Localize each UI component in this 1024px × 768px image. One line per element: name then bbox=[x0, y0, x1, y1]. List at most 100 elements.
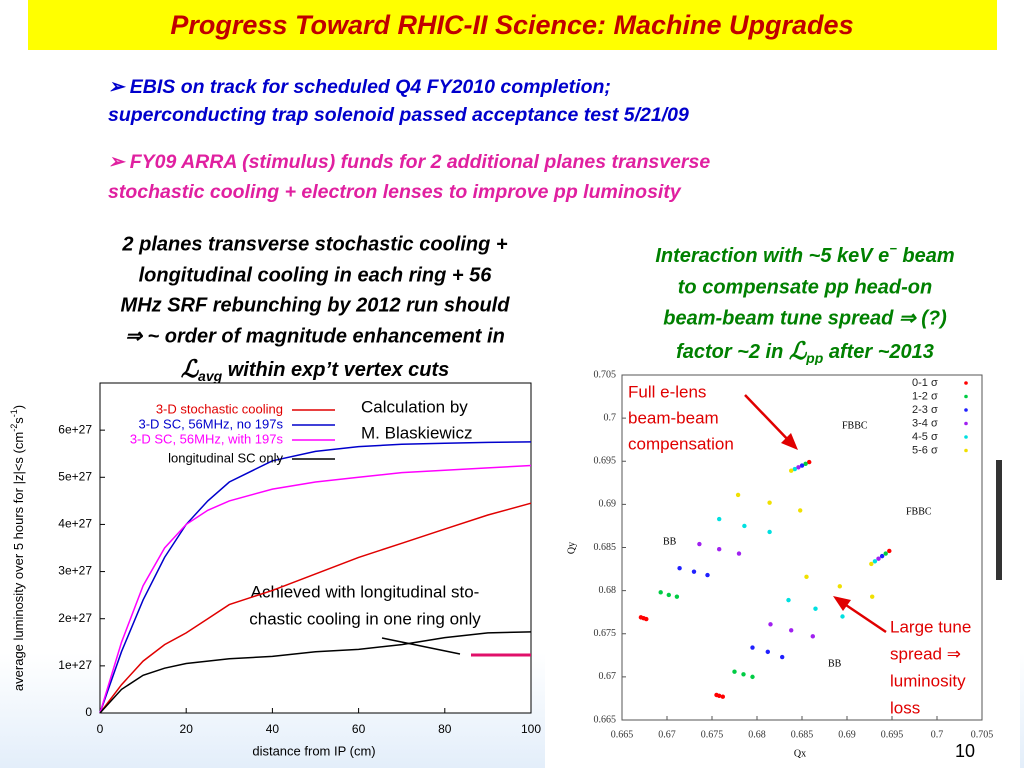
left-plot-area bbox=[99, 382, 532, 714]
slide-title: Progress Toward RHIC-II Science: Machine… bbox=[170, 10, 853, 40]
legend-label: 3-D stochastic cooling bbox=[156, 401, 283, 416]
bullet-line: ➢ FY09 ARRA (stimulus) funds for 2 addit… bbox=[108, 151, 710, 173]
annotation: spread ⇒ bbox=[890, 644, 961, 663]
y-tick-label: 3e+27 bbox=[58, 564, 92, 578]
point bbox=[736, 551, 742, 556]
x-tick-label: 0.675 bbox=[701, 729, 724, 740]
x-tick-label: 0.705 bbox=[971, 729, 994, 740]
point bbox=[803, 461, 808, 467]
y-tick-label: 2e+27 bbox=[58, 611, 92, 625]
point bbox=[883, 551, 888, 556]
x-tick-label: 0.695 bbox=[881, 729, 904, 740]
bullet-text: FY09 ARRA (stimulus) funds for 2 additio… bbox=[130, 151, 711, 173]
point bbox=[789, 468, 794, 473]
legend-label: longitudinal SC only bbox=[168, 450, 283, 465]
y-tick-label: 6e+27 bbox=[58, 422, 92, 436]
point bbox=[780, 654, 785, 660]
legend-swatch bbox=[964, 394, 968, 399]
point bbox=[869, 561, 874, 567]
y-tick-label: 0.68 bbox=[599, 585, 617, 596]
text: s bbox=[11, 417, 26, 424]
annotation: Large tune bbox=[890, 617, 971, 636]
legend-swatch bbox=[964, 448, 968, 453]
y-tick-label: 0.67 bbox=[599, 671, 617, 682]
arrow bbox=[381, 637, 461, 655]
point bbox=[741, 672, 746, 677]
superscript: -1 bbox=[9, 409, 19, 417]
arrow bbox=[744, 394, 793, 445]
legend-swatch bbox=[964, 408, 968, 412]
annotation-backdrop bbox=[205, 578, 525, 634]
right-text-line: beam-beam tune spread ⇒ (?) bbox=[663, 307, 947, 329]
point bbox=[879, 553, 885, 559]
annotation: Full e-lens bbox=[628, 382, 706, 401]
left-text-line: MHz SRF rebunching by 2012 run should bbox=[121, 294, 511, 316]
lumi-symbol: ℒ bbox=[789, 339, 808, 365]
point bbox=[750, 645, 755, 650]
text: factor ~2 in bbox=[676, 341, 789, 363]
point bbox=[717, 516, 722, 522]
annotation: compensation bbox=[628, 434, 734, 453]
x-tick-label: 0.69 bbox=[838, 729, 856, 740]
point bbox=[870, 594, 875, 599]
y-tick-label: 0.685 bbox=[594, 542, 617, 553]
left-text-line: ℒavg within exp’t vertex cuts bbox=[181, 357, 450, 384]
legend-label: 4-5 σ bbox=[912, 431, 938, 443]
annotation: Calculation by bbox=[361, 397, 468, 416]
point bbox=[813, 606, 818, 611]
point bbox=[750, 674, 755, 680]
point bbox=[799, 463, 805, 468]
point bbox=[644, 616, 649, 622]
series-line bbox=[99, 631, 532, 714]
frame-edge bbox=[996, 460, 1002, 580]
x-tick-label: 0.665 bbox=[611, 729, 634, 740]
legend-label: 0-1 σ bbox=[912, 377, 938, 389]
y-tick-label: 4e+27 bbox=[58, 517, 92, 531]
y-tick-label: 0.665 bbox=[594, 714, 617, 725]
point bbox=[810, 634, 815, 639]
x-tick-label: 20 bbox=[180, 722, 194, 736]
point bbox=[697, 541, 702, 547]
x-tick-label: 40 bbox=[266, 722, 280, 736]
title-band bbox=[28, 0, 997, 50]
text: Interaction with ~5 keV e bbox=[655, 245, 889, 267]
region-label: FBBC bbox=[906, 506, 932, 517]
point bbox=[674, 594, 680, 599]
point bbox=[837, 584, 842, 589]
x-tick-label: 100 bbox=[521, 722, 541, 736]
x-tick-label: 80 bbox=[438, 722, 452, 736]
legend-label: 1-2 σ bbox=[912, 390, 938, 402]
subscript: pp bbox=[805, 350, 824, 366]
legend-label: 3-4 σ bbox=[912, 417, 938, 429]
point bbox=[807, 459, 812, 465]
right-text-line: factor ~2 in ℒpp after ~2013 bbox=[676, 339, 934, 366]
y-tick-label: 0 bbox=[85, 705, 92, 719]
text: average luminosity over 5 hours for |z|<… bbox=[11, 432, 26, 691]
region-label: BB bbox=[828, 658, 842, 669]
point bbox=[742, 523, 747, 529]
y-tick-label: 0.69 bbox=[599, 499, 617, 510]
y-tick-label: 1e+27 bbox=[58, 658, 92, 672]
y-axis-label: Qy bbox=[566, 542, 577, 554]
point bbox=[796, 465, 801, 470]
series-line bbox=[99, 441, 532, 714]
legend-label: 2-3 σ bbox=[912, 404, 938, 416]
y-tick-label: 5e+27 bbox=[58, 469, 92, 483]
left-text-line: longitudinal cooling in each ring + 56 bbox=[139, 264, 493, 286]
series-line bbox=[99, 464, 532, 714]
x-tick-label: 0.7 bbox=[931, 729, 944, 740]
region-label: BB bbox=[663, 536, 677, 547]
x-tick-label: 60 bbox=[352, 722, 366, 736]
point bbox=[804, 574, 809, 580]
text: within exp’t vertex cuts bbox=[222, 359, 449, 381]
bullet-arrow: ➢ bbox=[108, 151, 130, 173]
point bbox=[717, 547, 722, 552]
x-tick-label: 0.68 bbox=[748, 729, 766, 740]
point bbox=[887, 548, 892, 554]
point bbox=[732, 669, 737, 674]
point bbox=[717, 693, 722, 699]
bullet-arrow: ➢ bbox=[108, 76, 130, 98]
region-label: FBBC bbox=[842, 420, 868, 431]
